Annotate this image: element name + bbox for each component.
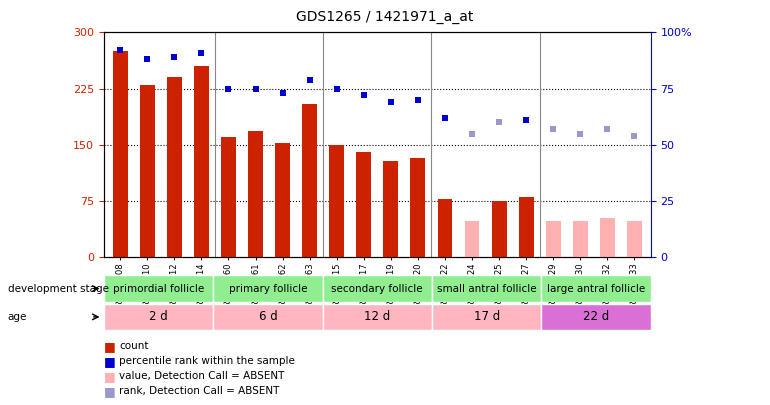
Text: ■: ■ (104, 370, 115, 383)
Text: ■: ■ (104, 385, 115, 398)
Bar (167, 77, 182, 257)
Bar (248, 131, 263, 257)
Bar (410, 158, 425, 257)
Bar (275, 143, 290, 257)
Text: count: count (119, 341, 149, 351)
Bar (573, 221, 588, 257)
Bar (357, 152, 371, 257)
Bar (437, 199, 453, 257)
Text: ■: ■ (104, 355, 115, 368)
Text: small antral follicle: small antral follicle (437, 284, 537, 294)
Bar (104, 304, 213, 330)
Bar (464, 221, 480, 257)
Bar (221, 137, 236, 257)
Bar (627, 221, 642, 257)
Text: 17 d: 17 d (474, 310, 500, 324)
Text: development stage: development stage (8, 284, 109, 294)
Text: large antral follicle: large antral follicle (547, 284, 645, 294)
Bar (104, 275, 213, 302)
Text: primordial follicle: primordial follicle (113, 284, 204, 294)
Bar (546, 221, 561, 257)
Bar (302, 104, 317, 257)
Bar (519, 197, 534, 257)
Bar (213, 275, 323, 302)
Bar (383, 161, 398, 257)
Bar (541, 275, 651, 302)
Bar (140, 85, 155, 257)
Text: rank, Detection Call = ABSENT: rank, Detection Call = ABSENT (119, 386, 280, 396)
Text: secondary follicle: secondary follicle (332, 284, 423, 294)
Text: 2 d: 2 d (149, 310, 168, 324)
Bar (194, 66, 209, 257)
Bar (112, 51, 128, 257)
Bar (541, 304, 651, 330)
Bar (492, 201, 507, 257)
Text: 6 d: 6 d (259, 310, 277, 324)
Bar (600, 218, 614, 257)
Text: 12 d: 12 d (364, 310, 390, 324)
Bar (432, 304, 541, 330)
Text: percentile rank within the sample: percentile rank within the sample (119, 356, 295, 366)
Bar (213, 304, 323, 330)
Bar (323, 275, 432, 302)
Bar (330, 145, 344, 257)
Text: age: age (8, 312, 27, 322)
Text: ■: ■ (104, 340, 115, 353)
Text: 22 d: 22 d (583, 310, 609, 324)
Text: value, Detection Call = ABSENT: value, Detection Call = ABSENT (119, 371, 285, 381)
Text: primary follicle: primary follicle (229, 284, 307, 294)
Bar (323, 304, 432, 330)
Text: GDS1265 / 1421971_a_at: GDS1265 / 1421971_a_at (296, 10, 474, 24)
Bar (432, 275, 541, 302)
